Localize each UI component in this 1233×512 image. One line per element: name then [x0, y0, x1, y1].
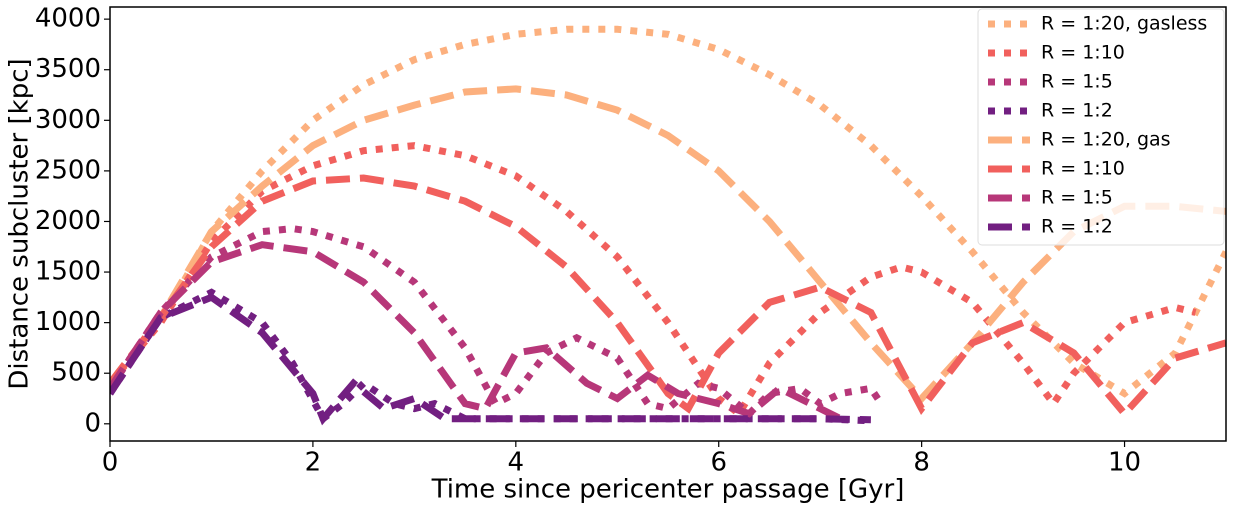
y-tick-label: 3000: [35, 105, 101, 135]
series-line: [110, 85, 1226, 404]
x-tick-label: 2: [305, 448, 322, 478]
y-tick-label: 2000: [35, 206, 101, 236]
legend-label: R = 1:10: [1041, 42, 1125, 64]
x-tick-label: 4: [508, 448, 525, 478]
legend-label: R = 1:2: [1041, 216, 1113, 238]
legend-box: [977, 8, 1225, 246]
series-line: [110, 174, 1226, 420]
y-axis-label: Distance subcluster [kpc]: [5, 58, 35, 389]
plot-frame: [109, 6, 1227, 442]
y-tick-label: 3500: [35, 54, 101, 84]
y-tick-label: 1000: [35, 307, 101, 337]
series-line: [110, 288, 872, 425]
x-tick-label: 6: [710, 448, 727, 478]
y-tick-label: 2500: [35, 155, 101, 185]
x-tick-label: 8: [913, 448, 930, 478]
legend-label: R = 1:20, gas: [1041, 129, 1171, 151]
legend-label: R = 1:5: [1041, 187, 1113, 209]
y-tick-label: 500: [51, 358, 101, 388]
legend-label: R = 1:10: [1041, 158, 1125, 180]
y-tick-label: 4000: [35, 4, 101, 34]
series-line: [110, 241, 843, 422]
x-tick-label: 0: [102, 448, 119, 478]
series-line: [110, 225, 885, 419]
series-line: [110, 142, 1197, 419]
y-tick-label: 0: [84, 408, 101, 438]
x-axis-label: Time since pericenter passage [Gyr]: [431, 475, 905, 505]
x-tick-label: 10: [1108, 448, 1141, 478]
legend-label: R = 1:5: [1041, 71, 1113, 93]
y-tick-label: 1500: [35, 257, 101, 287]
legend-label: R = 1:2: [1041, 100, 1113, 122]
legend-label: R = 1:20, gasless: [1041, 13, 1207, 35]
series-line: [110, 25, 1226, 398]
